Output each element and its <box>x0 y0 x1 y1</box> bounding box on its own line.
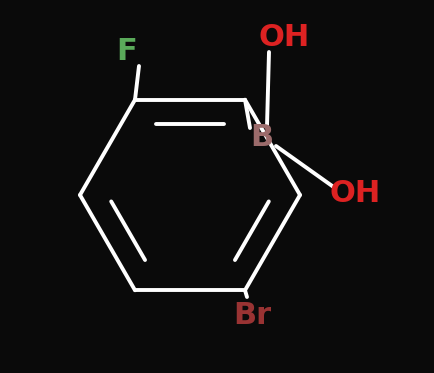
Text: OH: OH <box>258 23 309 53</box>
Text: B: B <box>250 123 273 153</box>
Text: F: F <box>116 38 137 66</box>
Text: Br: Br <box>232 301 270 329</box>
Text: OH: OH <box>329 179 380 207</box>
